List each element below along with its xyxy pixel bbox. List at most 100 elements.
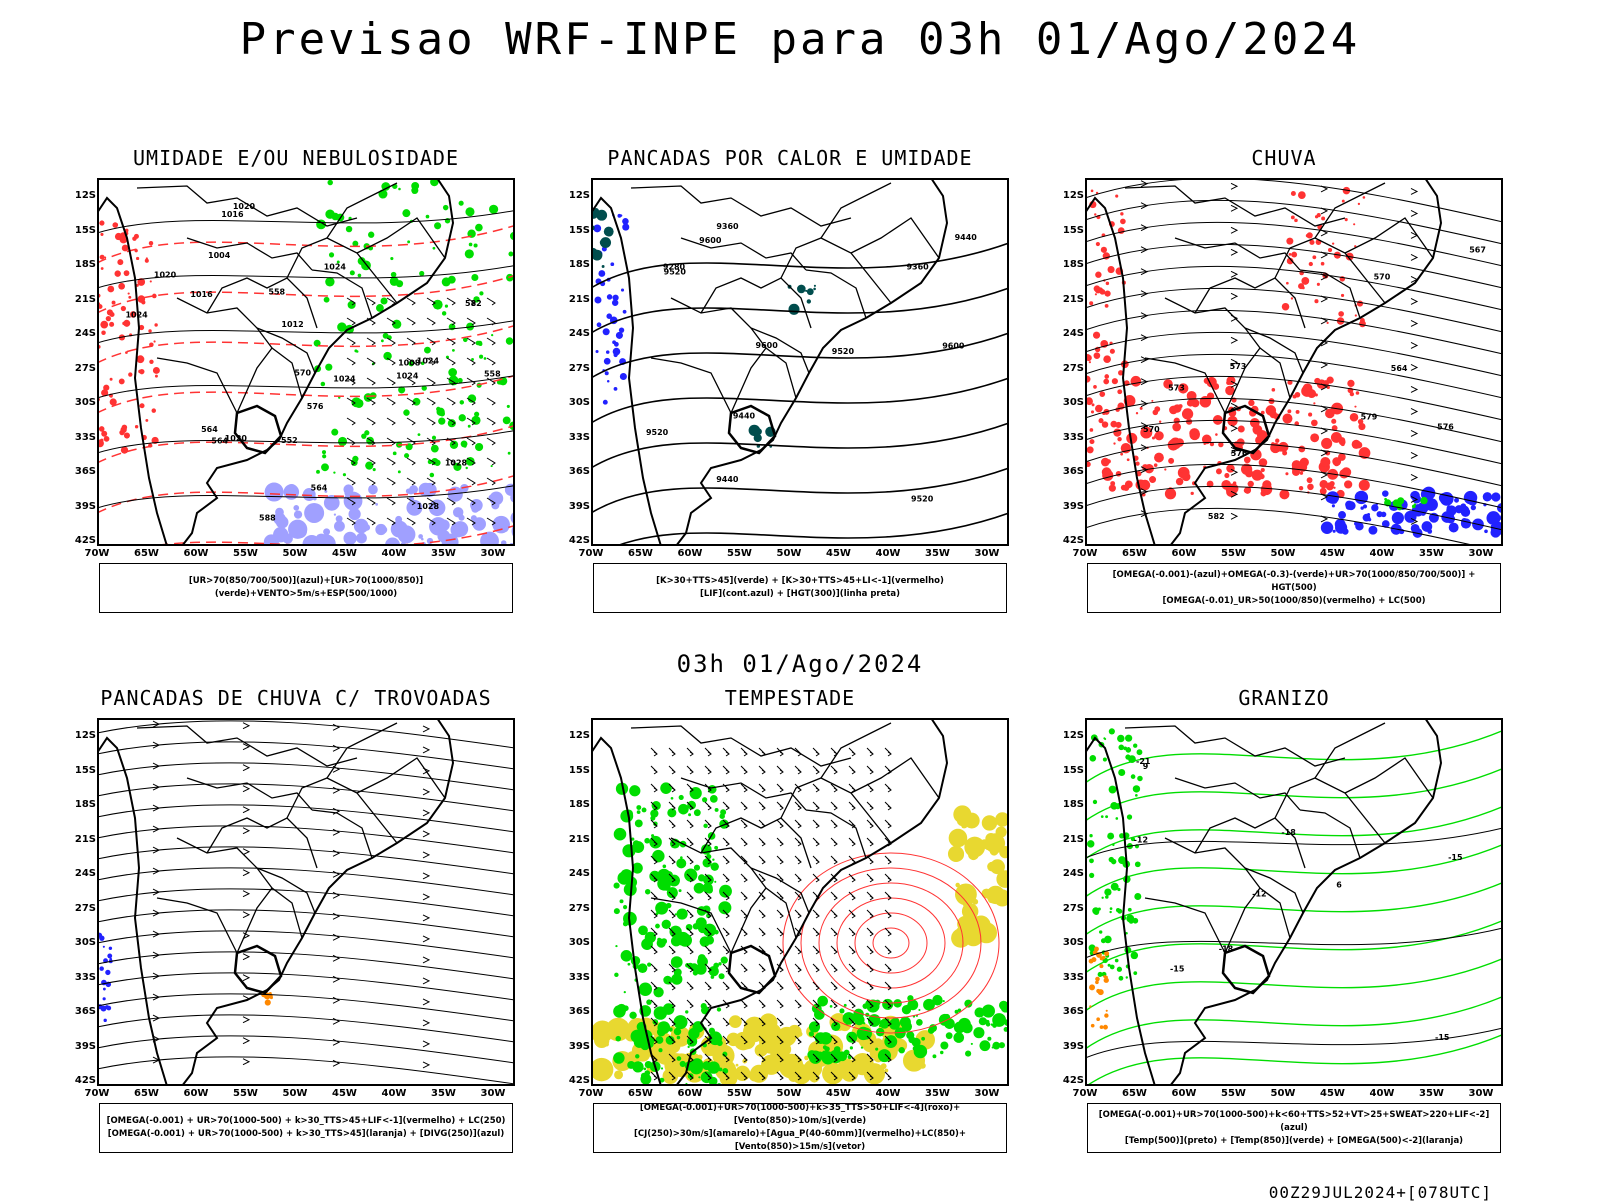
wind-vector xyxy=(722,945,730,955)
contour-line xyxy=(591,242,1009,289)
field-blob xyxy=(693,882,705,894)
legend-line: [UR>70(850/700/500)](azul)+[UR>70(1000/8… xyxy=(188,576,424,599)
circulation-ring xyxy=(800,867,982,1019)
field-blob xyxy=(671,973,683,985)
wind-vector xyxy=(884,999,892,1009)
streamline-arrow xyxy=(422,872,431,880)
field-blob xyxy=(975,922,998,944)
field-blob xyxy=(1299,471,1304,475)
wind-vector xyxy=(812,963,820,973)
border-line xyxy=(805,269,867,319)
field-blob xyxy=(1344,218,1348,222)
field-blob xyxy=(1130,951,1139,960)
wind-vector xyxy=(446,337,456,346)
wind-vector xyxy=(686,945,694,955)
field-blob xyxy=(687,962,694,970)
field-blob xyxy=(448,375,459,386)
field-blob xyxy=(1089,301,1094,306)
field-blob xyxy=(636,810,641,814)
lon-label: 40W xyxy=(875,1088,901,1099)
wind-vector xyxy=(426,337,436,346)
wind-vector xyxy=(346,297,356,306)
field-blob xyxy=(644,889,651,895)
wind-vector xyxy=(848,1053,856,1063)
field-blob xyxy=(964,999,973,1008)
field-blob xyxy=(761,1054,782,1075)
valid-time-title: 03h 01/Ago/2024 xyxy=(676,650,924,678)
wind-vector xyxy=(794,819,802,829)
lat-label: 12S xyxy=(1062,730,1084,741)
coastline-south xyxy=(1169,989,1256,1086)
border-line xyxy=(206,817,318,869)
streamline-arrow xyxy=(332,849,341,857)
field-blob xyxy=(304,502,325,523)
wind-vector xyxy=(366,297,376,306)
field-blob xyxy=(324,489,328,493)
field-blob xyxy=(822,1045,828,1050)
field-blob xyxy=(718,1067,723,1072)
field-blob xyxy=(703,823,708,829)
field-blob xyxy=(1149,476,1157,484)
lat-label: 33S xyxy=(1062,971,1084,983)
wind-vector xyxy=(758,927,766,937)
field-blob xyxy=(465,207,475,217)
field-blob xyxy=(1189,429,1200,441)
field-blob xyxy=(1460,507,1471,517)
field-blob xyxy=(1120,212,1124,216)
field-blob xyxy=(1102,469,1114,481)
field-blob xyxy=(945,1032,953,1040)
field-blob xyxy=(390,256,394,261)
field-blob xyxy=(323,296,330,303)
wind-vector xyxy=(722,855,730,865)
field-blob xyxy=(1119,833,1125,839)
streamline-arrow xyxy=(1320,317,1329,325)
contour-line xyxy=(149,524,515,546)
field-blob xyxy=(492,515,510,534)
streamline-arrow xyxy=(332,891,341,899)
field-blob xyxy=(442,204,449,211)
field-blob xyxy=(1376,511,1383,518)
lon-label: 55W xyxy=(1221,548,1246,559)
field-blob xyxy=(139,403,145,409)
field-blob xyxy=(1334,461,1340,467)
field-blob xyxy=(1306,232,1313,239)
field-blob xyxy=(438,417,446,425)
wind-vector xyxy=(722,891,730,901)
wind-vector xyxy=(848,747,856,757)
legend-box: [OMEGA(-0.001)+UR>70(1000-500)+k<60+TTS>… xyxy=(1087,1103,1501,1153)
coastline-west xyxy=(1085,196,1156,546)
streamline-arrow xyxy=(152,720,161,728)
wind-vector xyxy=(866,927,874,937)
legend-box: [OMEGA(-0.001) + UR>70(1000-500) + k>30_… xyxy=(99,1103,513,1153)
field-blob xyxy=(693,864,701,871)
lon-label: 50W xyxy=(776,548,802,559)
field-blob xyxy=(154,374,158,378)
field-blob xyxy=(1360,506,1364,510)
lon-label: 45W xyxy=(332,1088,357,1099)
contour-line xyxy=(614,512,1009,546)
page-title: Previsao WRF-INPE para 03h 01/Ago/2024 xyxy=(239,14,1361,65)
wind-vector xyxy=(848,873,856,883)
field-blob xyxy=(1331,418,1337,424)
field-blob xyxy=(106,1005,112,1011)
contour-label: -21 xyxy=(1136,757,1151,766)
border-line xyxy=(700,277,812,329)
streamline-arrow xyxy=(1140,422,1149,430)
lat-label: 36S xyxy=(74,1006,96,1017)
field-blob xyxy=(458,200,464,206)
field-blob xyxy=(1105,895,1109,899)
field-blob xyxy=(1090,1023,1095,1028)
field-blob xyxy=(1104,374,1110,379)
wind-vector xyxy=(406,437,416,446)
field-blob xyxy=(382,332,389,339)
wind-vector xyxy=(426,397,436,406)
field-blob xyxy=(622,223,630,231)
streamline xyxy=(1085,178,1503,223)
field-blob xyxy=(660,782,672,794)
wind-vector xyxy=(406,517,416,526)
field-blob xyxy=(1114,803,1121,810)
wind-vector xyxy=(466,297,476,306)
wind-vector xyxy=(794,963,802,973)
field-blob xyxy=(458,414,466,422)
field-blob xyxy=(1258,458,1268,467)
